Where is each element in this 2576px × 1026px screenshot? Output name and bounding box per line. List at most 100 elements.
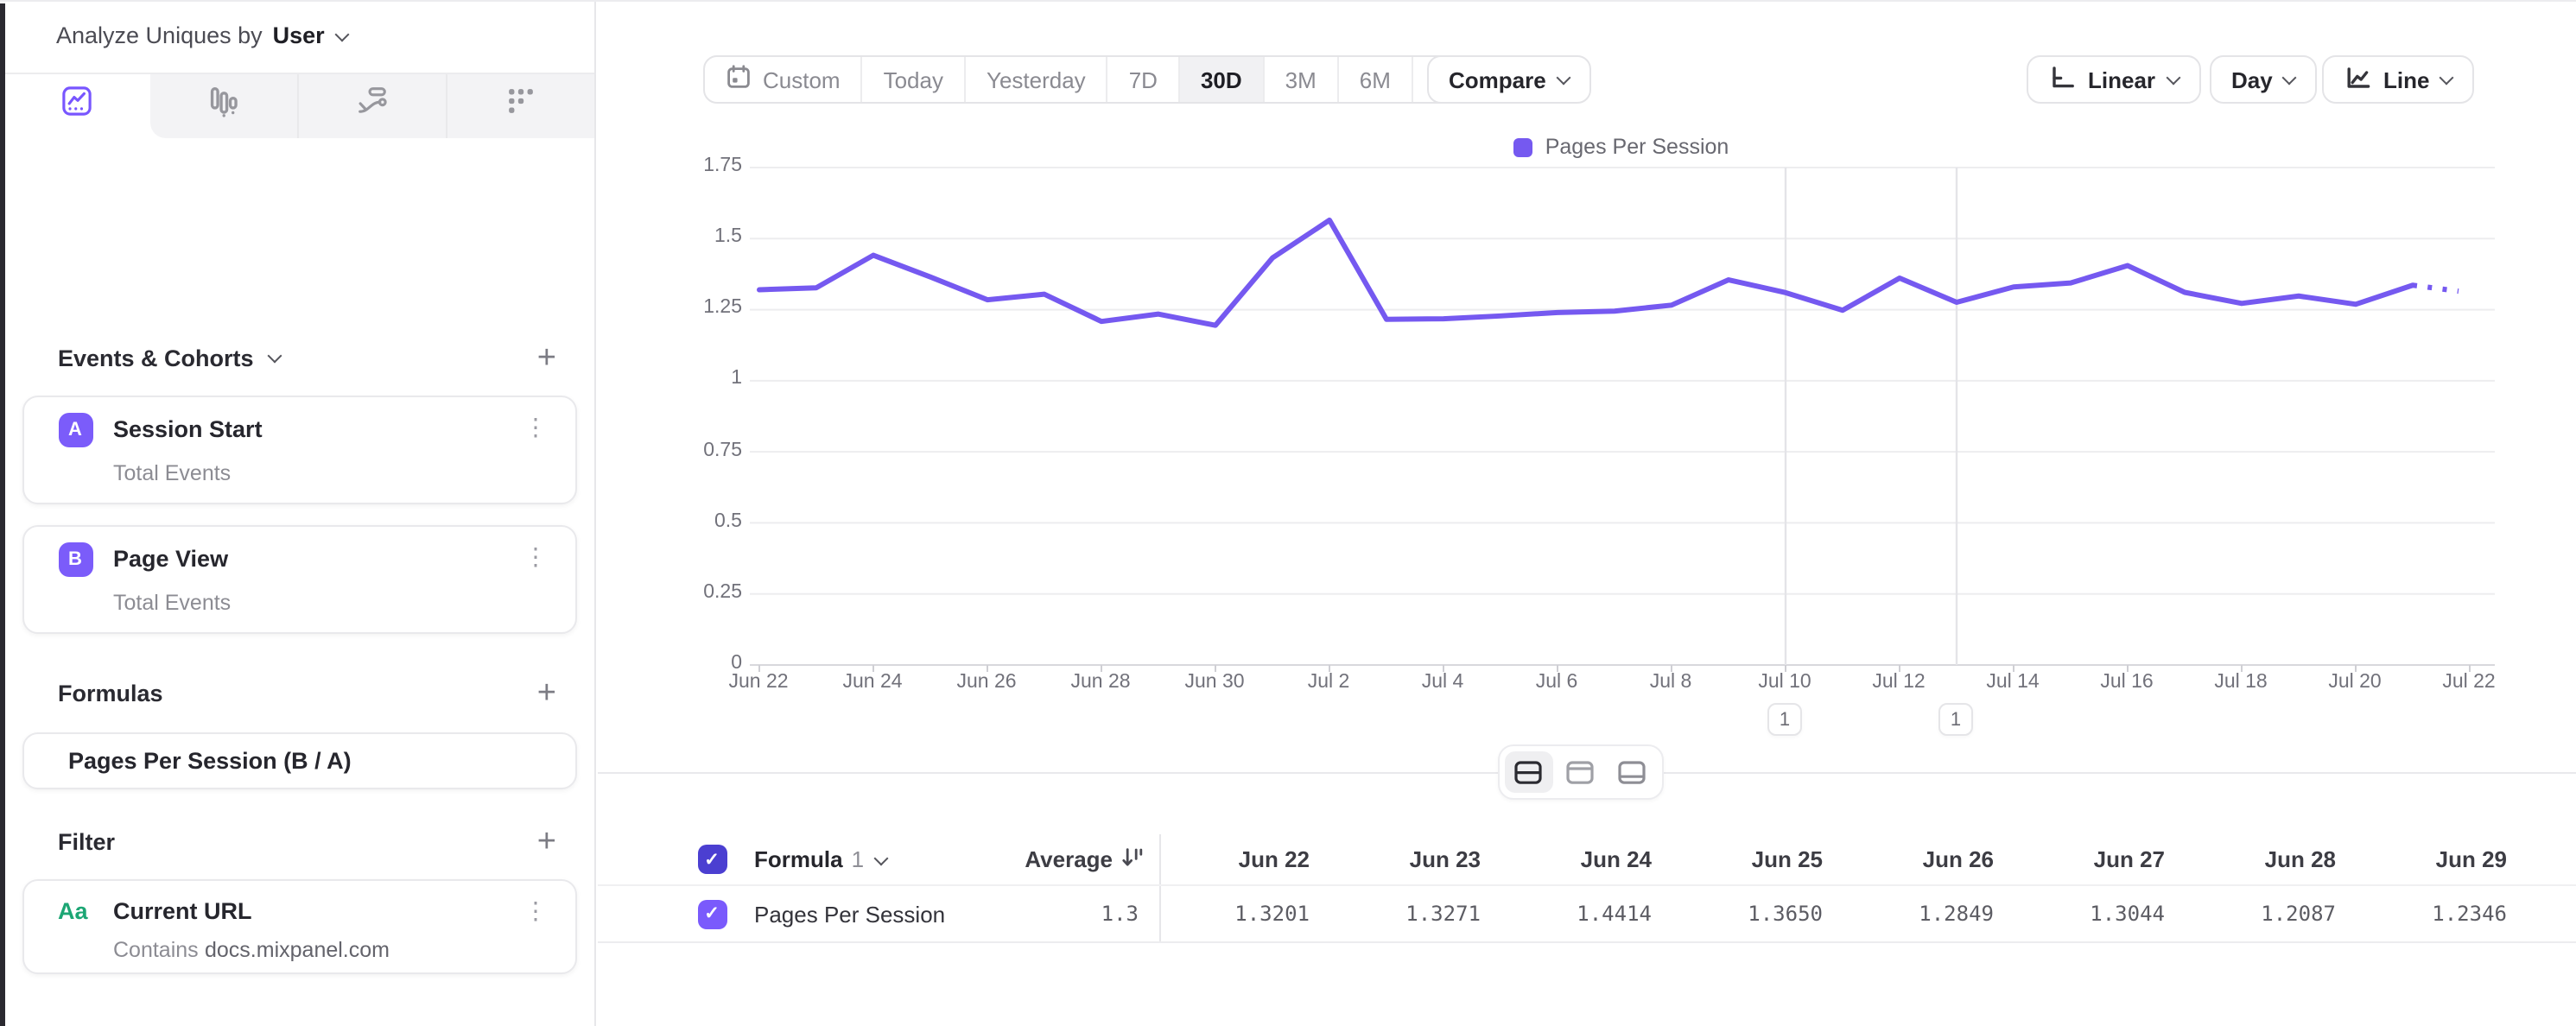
formula-card[interactable]: Pages Per Session (B / A)	[22, 732, 577, 789]
filter-property-name[interactable]: Current URL	[113, 898, 252, 924]
series-line	[756, 217, 2414, 328]
event-metric-dropdown[interactable]: Total Events	[113, 591, 232, 615]
check-icon: ✓	[704, 903, 720, 924]
legend-label[interactable]: Pages Per Session	[1545, 135, 1729, 159]
analyze-by-dropdown[interactable]: User	[272, 22, 325, 49]
layout-chart-only-button[interactable]	[1556, 751, 1604, 793]
event-metric-dropdown[interactable]: Total Events	[113, 461, 232, 485]
chart-legend: Pages Per Session	[749, 135, 2494, 159]
range-custom[interactable]: Custom	[704, 57, 861, 102]
row-checkbox[interactable]: ✓	[697, 899, 726, 928]
tab-flows[interactable]	[297, 73, 447, 137]
range-label: Custom	[763, 66, 841, 92]
interval-dropdown[interactable]: Day	[2209, 55, 2318, 104]
event-badge-b: B	[58, 542, 92, 577]
column-header[interactable]: Jun 28	[2264, 846, 2336, 872]
scale-dropdown[interactable]: Linear	[2026, 55, 2201, 104]
range-label: 7D	[1128, 66, 1158, 92]
interval-label: Day	[2231, 66, 2273, 92]
event-card-session-start[interactable]: A Session Start ⋮ Total Events	[22, 396, 577, 504]
annotation-badge[interactable]: 1	[1767, 703, 1802, 736]
kebab-menu-icon[interactable]: ⋮	[523, 542, 548, 570]
layout-split-view-button[interactable]	[1504, 751, 1552, 793]
range-3m[interactable]: 3M	[1262, 57, 1337, 102]
formula-name[interactable]: Pages Per Session (B / A)	[68, 748, 352, 774]
filter-value[interactable]: docs.mixpanel.com	[205, 938, 390, 962]
select-all-checkbox[interactable]: ✓	[697, 845, 726, 874]
table-header-row: ✓ Formula 1 Average	[597, 834, 2576, 886]
range-today[interactable]: Today	[860, 57, 964, 102]
table-row-fixed: ✓ Pages Per Session 1.3	[597, 886, 1159, 941]
column-header[interactable]: Jun 27	[2093, 846, 2165, 872]
chevron-down-icon	[2439, 70, 2454, 86]
filter-card-current-url[interactable]: Aa Current URL ⋮ Contains docs.mixpanel.…	[22, 879, 577, 974]
annotation-badge[interactable]: 1	[1938, 703, 1973, 736]
column-header[interactable]: Jun 22	[1238, 846, 1310, 872]
x-axis-label: Jul 18	[2214, 672, 2268, 693]
formula-column-label: Formula	[754, 846, 843, 872]
row-series-name: Pages Per Session	[754, 901, 946, 927]
window-left-edge	[0, 3, 4, 1026]
y-axis-label: 0.5	[714, 510, 742, 532]
event-card-page-view[interactable]: B Page View ⋮ Total Events	[22, 525, 577, 634]
chevron-down-icon	[334, 27, 350, 41]
column-header[interactable]: Jun 24	[1580, 846, 1652, 872]
date-range-selector: CustomTodayYesterday7D30D3M6M12M	[702, 55, 1501, 104]
column-header[interactable]: Jun 26	[1922, 846, 1994, 872]
table-cell-value: 1.2346	[2432, 902, 2507, 926]
formula-column-dropdown[interactable]: Formula 1	[754, 846, 889, 872]
table-cell-value: 1.2849	[1919, 902, 1994, 926]
kebab-menu-icon[interactable]: ⋮	[523, 896, 548, 924]
x-axis-label: Jul 4	[1421, 672, 1464, 693]
add-event-button[interactable]: +	[536, 339, 556, 376]
x-axis-label: Jun 26	[956, 672, 1017, 693]
chart-type-dropdown[interactable]: Line	[2321, 55, 2475, 104]
x-axis-label: Jul 20	[2328, 672, 2382, 693]
chevron-down-icon	[2165, 70, 2180, 86]
formula-index: 1	[851, 846, 865, 872]
sort-descending-icon[interactable]	[1121, 846, 1145, 873]
event-badge-a: A	[58, 413, 92, 447]
range-7d[interactable]: 7D	[1106, 57, 1178, 102]
tab-insights[interactable]	[4, 73, 151, 137]
chevron-down-icon	[2282, 70, 2298, 86]
line-chart-icon	[2344, 63, 2371, 96]
layout-table-only-button[interactable]	[1608, 751, 1656, 793]
tab-retention[interactable]	[446, 73, 594, 137]
table-date-headers: Jun 22 Jun 23 Jun 24 Jun 25 Jun 26 Jun 27 Jun …	[1159, 834, 2576, 884]
string-property-icon: Aa	[58, 898, 88, 924]
kebab-menu-icon[interactable]: ⋮	[523, 413, 548, 440]
table-row[interactable]: ✓ Pages Per Session 1.3 1.3201 1.3271 1.44…	[597, 886, 2576, 943]
add-filter-button[interactable]: +	[536, 823, 556, 859]
query-builder-sidebar: Analyze Uniques by User	[0, 0, 596, 1026]
average-column-header[interactable]: Average	[1025, 846, 1159, 873]
breakdown-table: ✓ Formula 1 Average	[597, 834, 2576, 943]
scale-label: Linear	[2088, 66, 2156, 92]
row-average-value: 1.3	[1101, 902, 1139, 926]
filter-operator-dropdown[interactable]: Contains	[113, 938, 199, 962]
x-axis-label: Jul 12	[1872, 672, 1926, 693]
page-top-border	[0, 0, 2576, 2]
chevron-down-icon[interactable]	[267, 348, 282, 364]
tab-funnels[interactable]	[150, 73, 298, 137]
retention-dots-icon	[503, 83, 539, 128]
y-axis-label: 1.75	[703, 155, 742, 176]
x-axis-label: Jul 8	[1649, 672, 1692, 693]
column-header[interactable]: Jun 23	[1409, 846, 1481, 872]
range-6m[interactable]: 6M	[1336, 57, 1412, 102]
compare-label: Compare	[1449, 66, 1546, 92]
analyze-header: Analyze Uniques by User	[4, 0, 594, 73]
compare-button[interactable]: Compare	[1426, 55, 1591, 104]
range-label: Yesterday	[987, 66, 1086, 92]
chart-type-label: Line	[2383, 66, 2430, 92]
x-axis-label: Jul 14	[1986, 672, 2040, 693]
event-name[interactable]: Page View	[113, 546, 229, 572]
range-yesterday[interactable]: Yesterday	[964, 57, 1107, 102]
table-cell-value: 1.4414	[1577, 902, 1652, 926]
range-30d[interactable]: 30D	[1177, 57, 1263, 102]
event-name[interactable]: Session Start	[113, 416, 263, 442]
table-cell-value: 1.2087	[2261, 902, 2336, 926]
add-formula-button[interactable]: +	[536, 674, 556, 711]
column-header[interactable]: Jun 29	[2435, 846, 2507, 872]
column-header[interactable]: Jun 25	[1751, 846, 1823, 872]
